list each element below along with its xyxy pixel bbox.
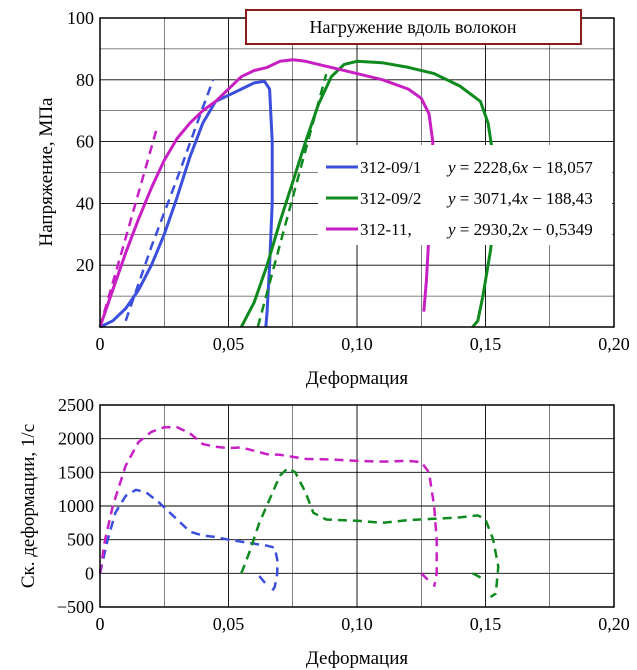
strain-rate-chart: 0 0,05 0,10 0,15 0,20−5000500100015002000250… bbox=[18, 395, 630, 669]
y-tick-label: −500 bbox=[57, 597, 94, 617]
x-tick-label: 0,10 bbox=[341, 334, 373, 354]
bottom-x-axis-label: Деформация bbox=[306, 648, 409, 669]
x-tick-label: 0,20 bbox=[598, 614, 630, 634]
y-tick-label: 40 bbox=[76, 193, 94, 213]
x-tick-label: 0,05 bbox=[213, 334, 245, 354]
series-312-09-1-dashed bbox=[98, 488, 279, 592]
series-312-09-1-curve bbox=[99, 79, 274, 329]
legend-label-312-09-1: 312-09/1 bbox=[360, 158, 421, 177]
x-tick-label: 0 bbox=[96, 334, 105, 354]
bottom-series bbox=[98, 425, 500, 598]
series-312-11-dashed bbox=[98, 425, 438, 588]
legend-background bbox=[318, 145, 612, 245]
series-312-09-2-dashed bbox=[240, 466, 500, 598]
y-tick-label: 1000 bbox=[58, 496, 94, 516]
top-tick-labels: 0 0,05 0,10 0,15 0,20 20 40 60 80 100 bbox=[67, 8, 630, 354]
legend-fit-312-11: y = 2930,2x − 0,5349 bbox=[446, 220, 593, 239]
y-tick-label: 80 bbox=[76, 70, 94, 90]
bottom-y-axis-label: Ск. деформации, 1/с bbox=[18, 424, 39, 588]
title-box bbox=[245, 9, 582, 45]
y-tick-label: 60 bbox=[76, 132, 94, 152]
legend-fit-312-09-2: y = 3071,4x − 188,43 bbox=[446, 189, 593, 208]
y-tick-label: 1500 bbox=[58, 462, 94, 482]
x-tick-label: 0,05 bbox=[213, 614, 245, 634]
chart-title: Нагружение вдоль волокон bbox=[309, 17, 516, 37]
y-tick-label: 0 bbox=[85, 563, 94, 583]
bottom-tick-labels: 0 0,05 0,10 0,15 0,20−5000500100015002000250… bbox=[57, 395, 630, 634]
y-tick-label: 20 bbox=[76, 255, 94, 275]
top-x-axis-label: Деформация bbox=[306, 368, 409, 389]
x-tick-label: 0,15 bbox=[470, 614, 502, 634]
bottom-grid bbox=[100, 405, 614, 607]
series-312-09-1-dashed bbox=[124, 79, 215, 322]
series-312-09-1-dashed-tail bbox=[258, 575, 269, 587]
y-tick-label: 2000 bbox=[58, 429, 94, 449]
y-tick-label: 500 bbox=[67, 530, 94, 550]
x-tick-label: 0,15 bbox=[470, 334, 502, 354]
top-y-axis-label: Напряжение, МПа bbox=[36, 97, 57, 247]
x-tick-label: 0 bbox=[96, 614, 105, 634]
y-tick-label: 100 bbox=[67, 8, 94, 28]
legend: 312-09/1 y = 2228,6x − 18,057 312-09/2 y… bbox=[318, 145, 612, 245]
series-312-11-curve bbox=[98, 58, 435, 328]
x-tick-label: 0,20 bbox=[598, 334, 630, 354]
legend-label-312-11: 312-11, bbox=[360, 220, 412, 239]
series-312-11-dashed-tail bbox=[420, 572, 433, 585]
stress-strain-chart: 0 0,05 0,10 0,15 0,20 20 40 60 80 100 Нагружение … bbox=[36, 8, 630, 389]
bottom-plot-frame bbox=[99, 404, 615, 608]
legend-fit-312-09-1: y = 2228,6x − 18,057 bbox=[446, 158, 593, 177]
series-312-11-dashed bbox=[98, 129, 158, 328]
series-312-09-2-dashed-tail bbox=[472, 572, 487, 582]
x-tick-label: 0,10 bbox=[341, 614, 373, 634]
legend-label-312-09-2: 312-09/2 bbox=[360, 189, 421, 208]
y-tick-label: 2500 bbox=[58, 395, 94, 415]
